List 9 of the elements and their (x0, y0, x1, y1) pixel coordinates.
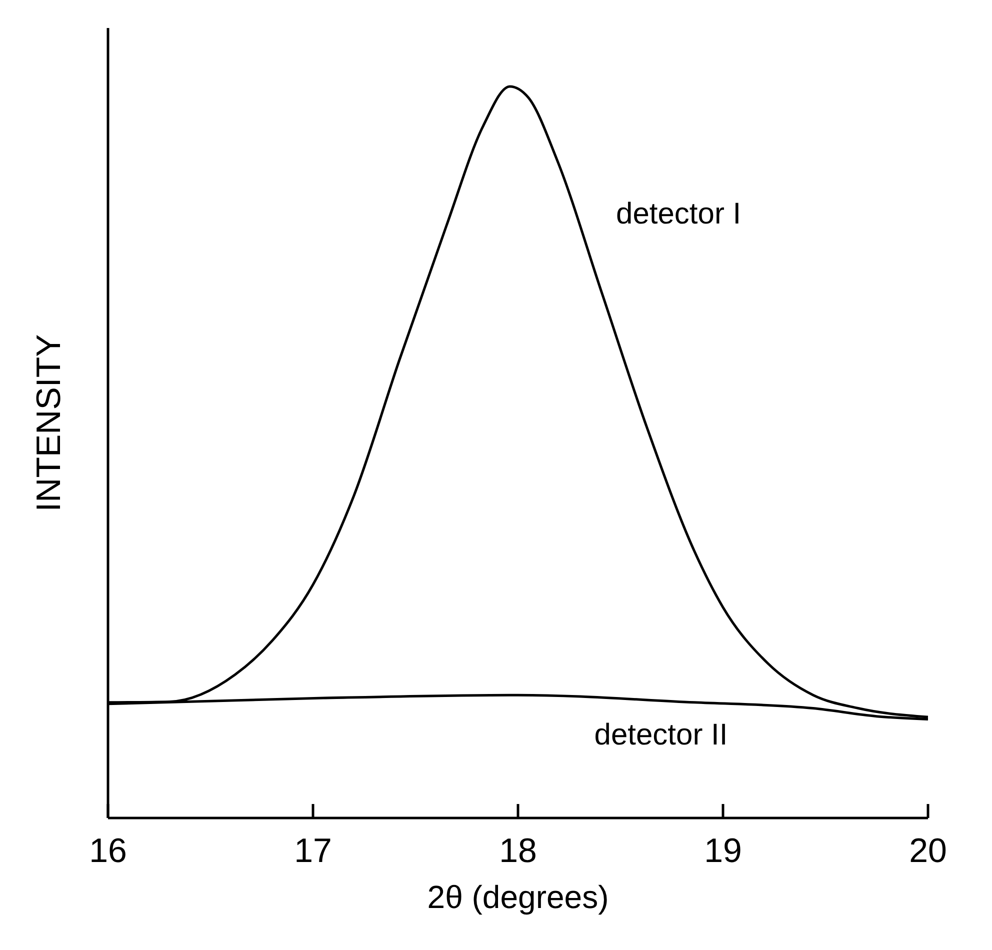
x-tick-label: 16 (89, 832, 127, 870)
y-axis-title: INTENSITY (30, 334, 68, 512)
series-label: detector I (616, 198, 742, 231)
x-tick-label: 17 (294, 832, 332, 870)
x-tick-label: 20 (909, 832, 947, 870)
x-axis-title: 2θ (degrees) (427, 879, 609, 915)
series-label: detector II (594, 718, 728, 752)
x-tick-label: 18 (499, 832, 537, 870)
x-tick-label: 19 (704, 832, 742, 870)
